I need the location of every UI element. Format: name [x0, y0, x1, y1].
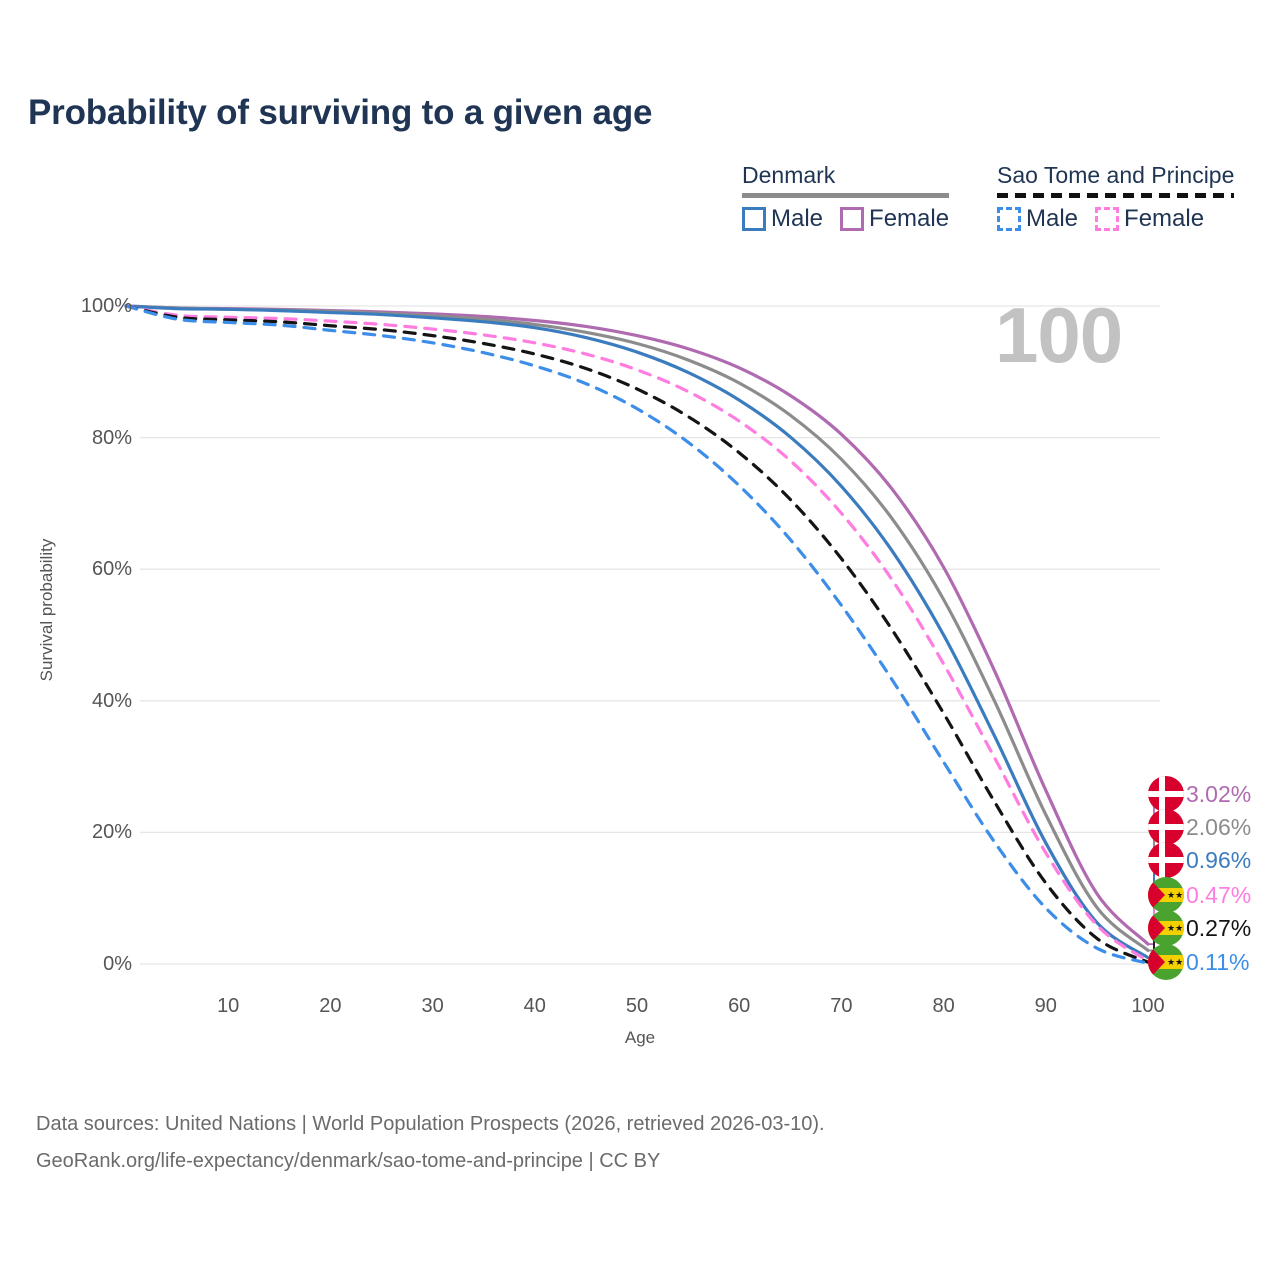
legend-country-sao-tome-and-principe: Sao Tome and Principe: [997, 162, 1235, 188]
series-line-sao-tome-and-principe-both-sexes: [124, 304, 1150, 964]
legend-swatch-denmark-female: [840, 207, 865, 231]
legend-rule-denmark: [742, 193, 950, 198]
denmark-flag: [1148, 809, 1184, 845]
legend-rule-sao-tome-and-principe: [997, 193, 1235, 198]
series-line-sao-tome-and-principe-female: [124, 304, 1150, 963]
x-axis-tick-label: 90: [1034, 995, 1057, 1017]
end-label-value: 0.27%: [1186, 915, 1252, 941]
x-axis-tick-label: 50: [625, 995, 649, 1017]
series-line-denmark-female: [124, 304, 1150, 946]
x-axis-tick-label: 20: [319, 995, 342, 1017]
y-axis-tick-label: 60%: [91, 558, 132, 581]
legend-swatch-stp-female: [1095, 207, 1120, 231]
x-axis-title: Age: [624, 1028, 656, 1047]
sao-tome-and-principe-flag: ★★: [1148, 910, 1184, 946]
x-axis-tick-label: 60: [728, 995, 751, 1017]
legend-item-denmark-female[interactable]: Female: [840, 207, 949, 231]
sao-tome-and-principe-flag: ★★: [1148, 944, 1184, 980]
x-axis-tick-label: 30: [421, 995, 444, 1017]
legend-swatch-denmark-male: [742, 207, 766, 231]
y-axis-tick-label: 40%: [91, 689, 132, 712]
x-axis-tick-label: 10: [217, 995, 240, 1017]
legend-country-denmark: Denmark: [742, 162, 836, 188]
y-axis-tick-label: 0%: [103, 953, 132, 975]
y-axis-tick-label: 100%: [80, 295, 132, 317]
chart-legend: Denmark Male Female Sao Tome and Princip…: [742, 162, 1262, 242]
y-axis-tick-label: 80%: [91, 426, 132, 449]
denmark-flag: [1148, 776, 1184, 812]
legend-label-denmark-male: Male: [771, 205, 824, 232]
series-line-denmark-male: [124, 304, 1150, 960]
legend-swatch-stp-male: [997, 207, 1021, 231]
series-line-denmark-both-sexes: [124, 304, 1150, 953]
legend-item-denmark-male[interactable]: Male: [742, 207, 823, 231]
end-label-value: 0.96%: [1186, 847, 1252, 873]
legend-label-stp-male: Male: [1026, 205, 1079, 232]
y-axis-title: Survival probability: [37, 538, 56, 682]
legend-item-stp-male[interactable]: Male: [997, 207, 1078, 231]
x-axis-tick-label: 100: [1131, 995, 1165, 1017]
legend-item-stp-female[interactable]: Female: [1095, 207, 1204, 231]
end-label-value: 0.11%: [1186, 949, 1250, 975]
end-label-value: 2.06%: [1186, 814, 1252, 840]
x-axis-tick-label: 80: [932, 995, 955, 1017]
sao-tome-and-principe-flag: ★★: [1148, 877, 1184, 913]
page-title: Probability of surviving to a given age: [28, 93, 653, 132]
footer-data-sources: Data sources: United Nations | World Pop…: [36, 1113, 825, 1135]
x-axis-tick-label: 70: [830, 995, 853, 1017]
legend-label-denmark-female: Female: [869, 205, 950, 232]
denmark-flag: [1148, 842, 1184, 878]
footer-attribution: GeoRank.org/life-expectancy/denmark/sao-…: [36, 1150, 661, 1172]
age-watermark: 100: [995, 291, 1123, 379]
end-label-value: 3.02%: [1186, 781, 1252, 807]
y-axis-tick-label: 20%: [91, 821, 132, 844]
legend-label-stp-female: Female: [1124, 205, 1205, 232]
chart-footer: Data sources: United Nations | World Pop…: [36, 1106, 825, 1180]
series-line-sao-tome-and-principe-male: [124, 304, 1150, 965]
x-axis-tick-label: 40: [523, 995, 546, 1017]
legend-group-sao-tome-and-principe: Sao Tome and Principe Male Female: [997, 162, 1235, 231]
legend-group-denmark: Denmark Male Female: [742, 162, 950, 231]
end-label-value: 0.47%: [1186, 882, 1252, 908]
